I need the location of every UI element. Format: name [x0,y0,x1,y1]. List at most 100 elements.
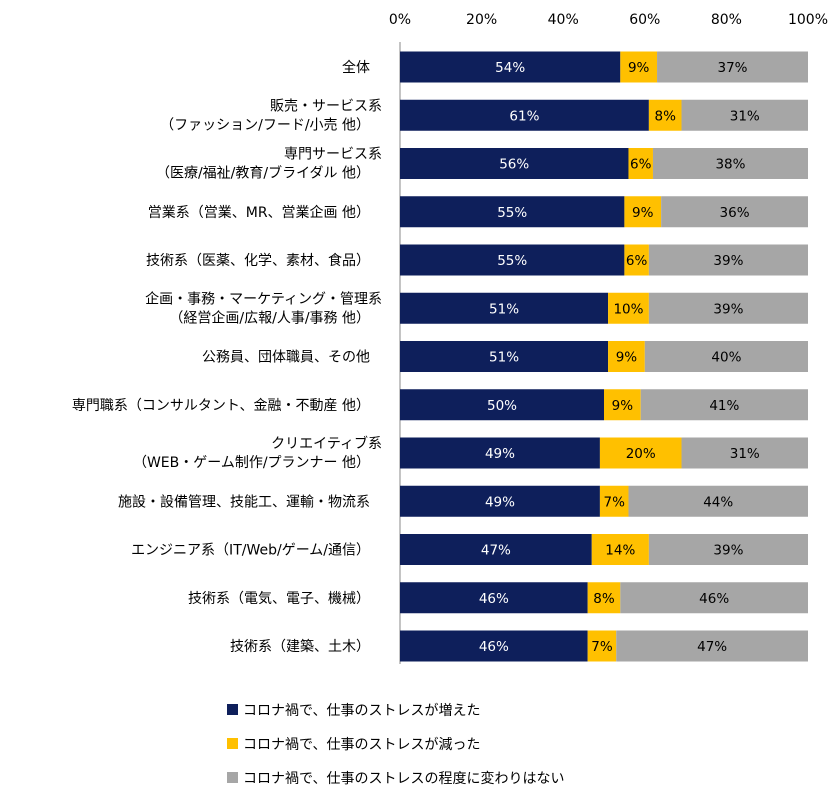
x-tick-label: 20% [466,12,497,28]
bar-segment [648,244,808,276]
bar-segment [400,196,625,228]
data-label: 49% [485,494,515,510]
data-label: 31% [730,446,760,462]
bar-segment [608,292,649,324]
category-label: 全体 [342,59,370,76]
category-label: （WEB・ゲーム制作/プランナー 他） [133,455,370,471]
category-label: 専門職系（コンサルタント、金融・不動産 他） [72,398,370,414]
category-label: 専門サービス系 [284,147,382,163]
bar-segment [400,341,609,372]
data-label: 49% [485,446,515,462]
bar-segment [648,99,682,131]
data-label: 9% [628,60,650,76]
bar-segment [681,437,808,469]
data-label: 6% [626,253,648,269]
data-label: 39% [713,543,743,559]
legend-swatch [227,704,238,715]
data-label: 38% [715,157,745,173]
bar-segment [648,534,808,565]
bar-segment [400,51,621,83]
bar-segment [608,341,645,372]
bar-segment [624,244,649,276]
category-label: 施設・設備管理、技能工、運輸・物流系 [118,494,370,510]
bar-segment [620,51,658,83]
category-label: エンジニア系（IT/Web/ゲーム/通信） [131,543,370,559]
category-label: 企画・事務・マーケティング・管理系 [145,290,382,307]
category-label: 公務員、団体職員、その他 [202,350,370,366]
data-label: 47% [481,543,511,559]
data-label: 39% [713,301,743,317]
x-tick-label: 80% [711,12,742,28]
bar-segment [661,196,808,228]
data-label: 54% [495,60,525,76]
bar-segment [400,582,588,614]
bar-segment [628,485,808,517]
category-label: 技術系（医薬、化学、素材、食品） [146,252,370,269]
bar-segment [648,292,808,324]
data-label: 36% [720,205,750,221]
data-label: 9% [616,350,638,366]
legend-label: コロナ禍で、仕事のストレスが減った [243,736,480,753]
bar-segment [400,99,649,131]
data-label: 44% [703,494,733,510]
bar-segment [644,341,808,372]
data-label: 7% [603,494,625,510]
data-label: 47% [697,639,727,655]
data-label: 9% [612,398,634,414]
x-tick-label: 60% [629,12,660,28]
bar-segment [400,437,600,469]
data-label: 7% [591,639,613,655]
data-label: 51% [489,350,519,366]
x-tick-label: 40% [548,12,579,28]
category-label: （医療/福祉/教育/ブライダル 他） [156,165,370,182]
bar-segment [620,582,808,614]
data-label: 14% [605,543,635,559]
bar-segment [604,389,641,421]
legend-label: コロナ禍で、仕事のストレスの程度に変わりはない [243,770,564,787]
data-label: 55% [497,253,527,269]
bar-segment [640,389,808,421]
legend-swatch [227,772,238,783]
data-label: 41% [709,398,739,414]
data-label: 46% [479,639,509,655]
x-tick-label: 100% [788,12,828,28]
category-label: 営業系（営業、MR、営業企画 他） [148,204,370,221]
data-label: 6% [630,157,652,173]
data-label: 37% [718,60,748,76]
bar-segment [400,485,600,517]
data-label: 46% [479,591,509,607]
bar-segment [587,582,621,614]
data-label: 40% [711,350,741,366]
category-label: クリエイティブ系 [271,435,382,452]
data-label: 55% [497,205,527,221]
data-label: 39% [713,253,743,269]
bar-segment [400,148,629,179]
bar-segment [624,196,662,228]
category-label: 技術系（建築、土木） [230,639,370,655]
data-label: 51% [489,301,519,317]
data-label: 61% [509,108,539,124]
data-label: 56% [499,157,529,173]
data-label: 50% [487,398,517,414]
bar-segment [400,244,625,276]
category-label: 販売・サービス系 [270,98,382,114]
bar-segment [681,99,808,131]
x-tick-label: 0% [389,12,411,28]
data-label: 8% [593,591,615,607]
legend-swatch [227,738,238,749]
bar-segment [599,437,682,469]
legend-label: コロナ禍で、仕事のストレスが増えた [243,703,480,719]
data-label: 8% [654,108,676,124]
category-label: （ファッション/フード/小売 他） [160,117,370,133]
bar-segment [652,148,808,179]
bar-segment [400,389,604,421]
bar-segment [400,292,609,324]
bar-segment [400,534,592,565]
bar-segment [591,534,649,565]
category-label: 技術系（電気、電子、機械） [188,591,370,607]
data-label: 46% [699,591,729,607]
bar-segment [400,630,588,662]
bar-segment [599,485,629,517]
bar-segment [657,51,808,83]
